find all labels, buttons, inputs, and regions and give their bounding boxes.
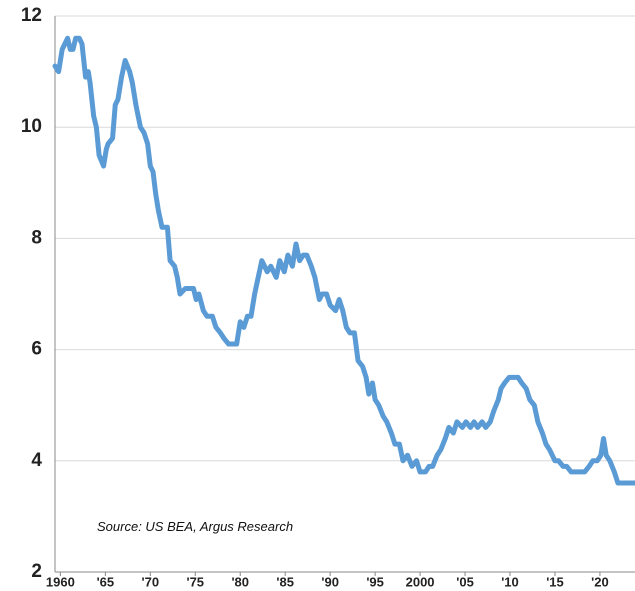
x-tick-label: '80 [231, 574, 249, 589]
y-tick-label: 12 [21, 5, 42, 26]
x-tick-label: '95 [366, 574, 384, 589]
y-tick-label: 2 [31, 561, 42, 582]
x-tick-label: 2000 [406, 574, 435, 589]
x-tick-label: '75 [186, 574, 204, 589]
x-tick-label: '05 [456, 574, 474, 589]
annotation: Source: US BEA, Argus Research [97, 519, 293, 534]
x-tick-label: '20 [591, 574, 609, 589]
x-tick-label: 1960 [46, 574, 75, 589]
x-tick-label: '10 [501, 574, 519, 589]
x-tick-label: '90 [321, 574, 339, 589]
x-tick-label: '85 [276, 574, 294, 589]
x-tick-label: '65 [97, 574, 115, 589]
y-tick-label: 8 [31, 227, 42, 248]
x-tick-label: '70 [142, 574, 160, 589]
y-tick-label: 6 [31, 339, 42, 360]
x-tick-label: '15 [546, 574, 564, 589]
y-tick-label: 10 [21, 116, 42, 137]
line-series [52, 35, 635, 486]
y-tick-label: 4 [31, 450, 42, 471]
